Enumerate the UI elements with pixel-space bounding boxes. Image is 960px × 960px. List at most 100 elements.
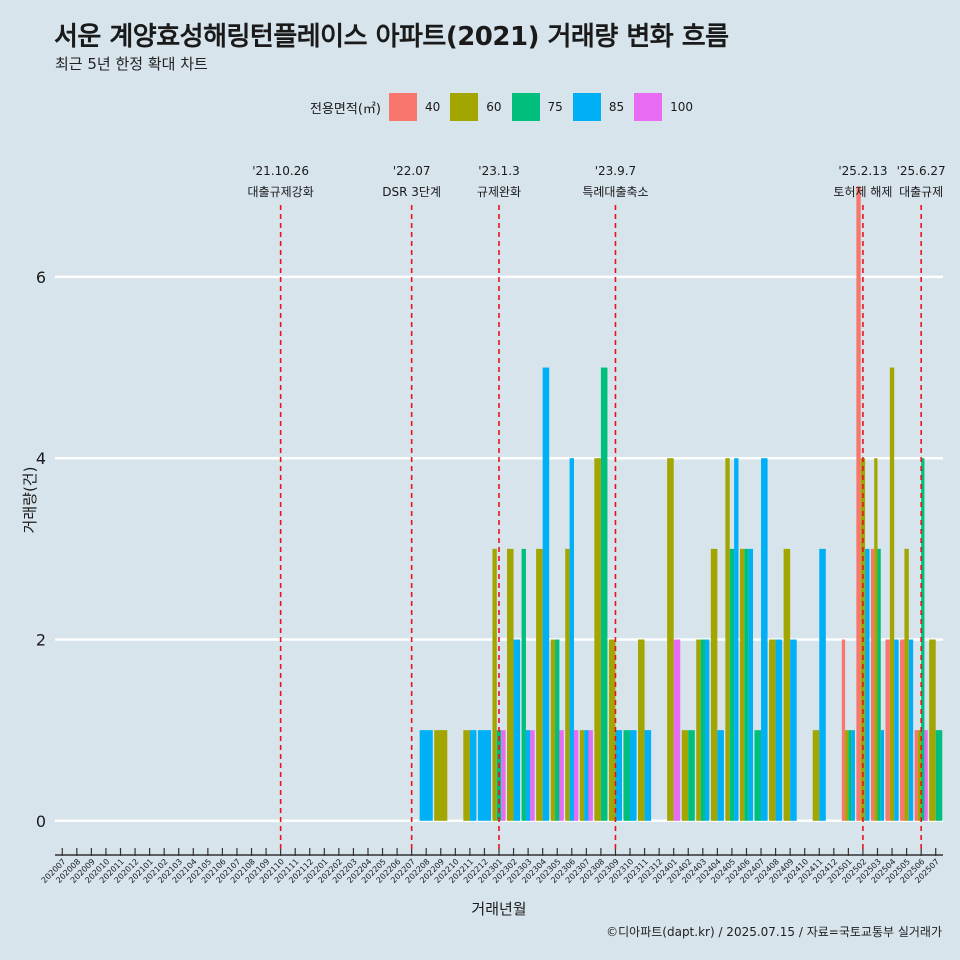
event-label: 대출규제 bbox=[899, 185, 943, 199]
bar-85-202304 bbox=[542, 367, 550, 821]
event-label: DSR 3단계 bbox=[382, 185, 441, 199]
event-date: '23.9.7 bbox=[595, 164, 636, 178]
bar-85-202505 bbox=[908, 639, 914, 821]
bar-60-202503 bbox=[874, 458, 878, 821]
event-label: 대출규제강화 bbox=[248, 185, 314, 199]
bar-60-202506 bbox=[917, 730, 922, 821]
bar-75-202310 bbox=[623, 730, 631, 821]
bar-85-202307 bbox=[584, 730, 589, 821]
bar-60-202302 bbox=[507, 548, 514, 821]
bar-60-202411 bbox=[812, 730, 820, 821]
bar-60-202408 bbox=[769, 639, 776, 821]
bar-85-202303 bbox=[525, 730, 531, 821]
bar-60-202308 bbox=[594, 458, 601, 821]
bar-60-202304 bbox=[536, 548, 543, 821]
chart-caption: ©디아파트(dapt.kr) / 2025.07.15 / 자료=국토교통부 실… bbox=[606, 925, 942, 939]
legend-label-40: 40 bbox=[424, 100, 441, 114]
bar-75-202406 bbox=[744, 548, 749, 821]
bar-60-202309 bbox=[608, 639, 616, 821]
bar-100-202305 bbox=[559, 730, 564, 821]
legend-item-85: 85 bbox=[572, 93, 630, 121]
bar-75-202503 bbox=[877, 548, 881, 821]
bar-60-202307 bbox=[579, 730, 585, 821]
bar-75-202507 bbox=[935, 730, 943, 821]
event-label: 규제완화 bbox=[477, 185, 521, 199]
legend-item-40: 40 bbox=[388, 93, 446, 121]
bar-75-202403 bbox=[700, 639, 705, 821]
bar-85-202306 bbox=[569, 458, 574, 821]
legend-item-75: 75 bbox=[511, 93, 569, 121]
bar-75-202303 bbox=[521, 548, 526, 821]
bar-75-202407 bbox=[754, 730, 762, 821]
bar-85-202309 bbox=[615, 730, 623, 821]
y-tick-label: 6 bbox=[36, 268, 46, 287]
legend-swatch-60 bbox=[450, 93, 479, 121]
event-date: '25.2.13 bbox=[838, 164, 887, 178]
bar-100-202306 bbox=[573, 730, 579, 821]
legend-item-100: 100 bbox=[634, 93, 699, 121]
bar-60-202403 bbox=[696, 639, 701, 821]
bar-85-202501 bbox=[851, 730, 855, 821]
bar-85-202407 bbox=[761, 458, 768, 821]
bar-85-202311 bbox=[644, 730, 652, 821]
legend: 전용면적(㎡) 40 60 75 85 100 bbox=[310, 92, 703, 122]
legend-swatch-75 bbox=[511, 93, 540, 121]
chart-subtitle: 최근 5년 한정 확대 차트 bbox=[55, 55, 208, 73]
legend-item-60: 60 bbox=[450, 93, 507, 121]
bar-75-202308 bbox=[600, 367, 608, 821]
event-label: 토허제 해제 bbox=[833, 185, 892, 199]
legend-label-85: 85 bbox=[608, 100, 625, 114]
bar-85-202502 bbox=[865, 548, 870, 821]
bar-75-202506 bbox=[921, 458, 925, 821]
bar-40-202501 bbox=[841, 639, 846, 821]
bar-40-202502 bbox=[856, 186, 861, 821]
legend-swatch-85 bbox=[572, 93, 601, 121]
legend-label-60: 60 bbox=[486, 100, 502, 114]
bar-85-202211 bbox=[469, 730, 477, 821]
event-date: '22.07 bbox=[393, 164, 431, 178]
bar-60-202306 bbox=[565, 548, 570, 821]
bar-85-202212 bbox=[477, 730, 491, 821]
bar-85-202302 bbox=[513, 639, 521, 821]
bar-85-202310 bbox=[630, 730, 637, 821]
bar-60-202405 bbox=[725, 458, 730, 821]
legend-swatch-40 bbox=[388, 93, 417, 121]
bar-100-202301 bbox=[501, 730, 506, 821]
bar-60-202402 bbox=[681, 730, 689, 821]
event-label: 특례대출축소 bbox=[582, 185, 648, 199]
legend-label-100: 100 bbox=[670, 100, 694, 114]
bar-75-202405 bbox=[729, 548, 735, 821]
bar-60-202409 bbox=[783, 548, 791, 821]
bar-60-202311 bbox=[638, 639, 645, 821]
bar-85-202408 bbox=[775, 639, 783, 821]
event-date: '21.10.26 bbox=[252, 164, 309, 178]
y-tick-label: 2 bbox=[36, 631, 46, 650]
event-date: '25.6.27 bbox=[897, 164, 946, 178]
bar-60-202211 bbox=[463, 730, 470, 821]
bar-85-202404 bbox=[717, 730, 724, 821]
bar-100-202307 bbox=[588, 730, 593, 821]
bar-60-202507 bbox=[929, 639, 936, 821]
bar-60-202401 bbox=[667, 458, 674, 821]
chart-title: 서운 계양효성해링턴플레이스 아파트(2021) 거래량 변화 흐름 bbox=[54, 22, 729, 52]
bar-75-202501 bbox=[848, 730, 852, 821]
bar-40-202506 bbox=[914, 730, 918, 821]
legend-label-75: 75 bbox=[547, 100, 563, 114]
bar-60-202406 bbox=[739, 548, 745, 821]
bar-60-202505 bbox=[904, 548, 909, 821]
bar-60-202305 bbox=[550, 639, 556, 821]
bar-85-202409 bbox=[790, 639, 797, 821]
x-axis-title: 거래년월 bbox=[471, 900, 526, 918]
bar-60-202404 bbox=[710, 548, 718, 821]
bar-100-202303 bbox=[530, 730, 535, 821]
bar-100-202506 bbox=[924, 730, 928, 821]
bar-85-202403 bbox=[704, 639, 710, 821]
bar-85-202411 bbox=[819, 548, 826, 821]
bar-40-202504 bbox=[885, 639, 890, 821]
event-date: '23.1.3 bbox=[478, 164, 519, 178]
y-axis-title: 거래량(건) bbox=[21, 467, 39, 534]
bar-85-202503 bbox=[880, 730, 885, 821]
y-tick-label: 0 bbox=[36, 812, 46, 831]
y-tick-label: 4 bbox=[36, 449, 46, 468]
